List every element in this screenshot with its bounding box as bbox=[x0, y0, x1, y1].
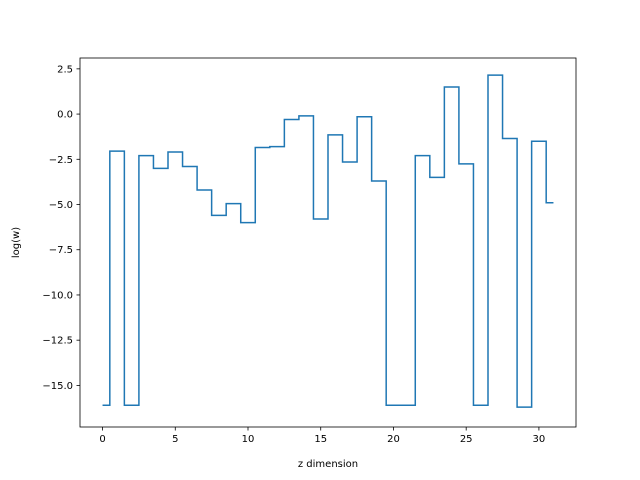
plot-frame bbox=[79, 57, 577, 428]
y-axis: 2.5 0.0 −2.5 −5.0 −7.5 −10.0 −12.5 −15.0 bbox=[42, 64, 80, 392]
x-tick-label: 5 bbox=[172, 434, 178, 445]
y-tick-label: −7.5 bbox=[49, 245, 73, 256]
x-tick-label: 0 bbox=[99, 434, 105, 445]
x-axis-label: z dimension bbox=[298, 459, 358, 470]
x-axis: 0 5 10 15 20 25 30 bbox=[99, 427, 545, 445]
x-tick-label: 30 bbox=[533, 434, 546, 445]
series-line bbox=[102, 74, 554, 408]
y-tick-label: 2.5 bbox=[57, 64, 73, 75]
y-tick-label: −2.5 bbox=[49, 155, 73, 166]
x-tick-label: 10 bbox=[242, 434, 255, 445]
y-tick-label: −10.0 bbox=[42, 290, 73, 301]
y-tick-label: 0.0 bbox=[57, 110, 73, 121]
x-tick-label: 15 bbox=[314, 434, 327, 445]
x-tick-label: 25 bbox=[460, 434, 473, 445]
y-axis-label: log(w) bbox=[11, 227, 22, 258]
x-tick-label: 20 bbox=[387, 434, 400, 445]
y-tick-label: −12.5 bbox=[42, 336, 73, 347]
y-tick-label: −15.0 bbox=[42, 381, 73, 392]
plot-area bbox=[102, 74, 554, 408]
y-tick-label: −5.0 bbox=[49, 200, 73, 211]
